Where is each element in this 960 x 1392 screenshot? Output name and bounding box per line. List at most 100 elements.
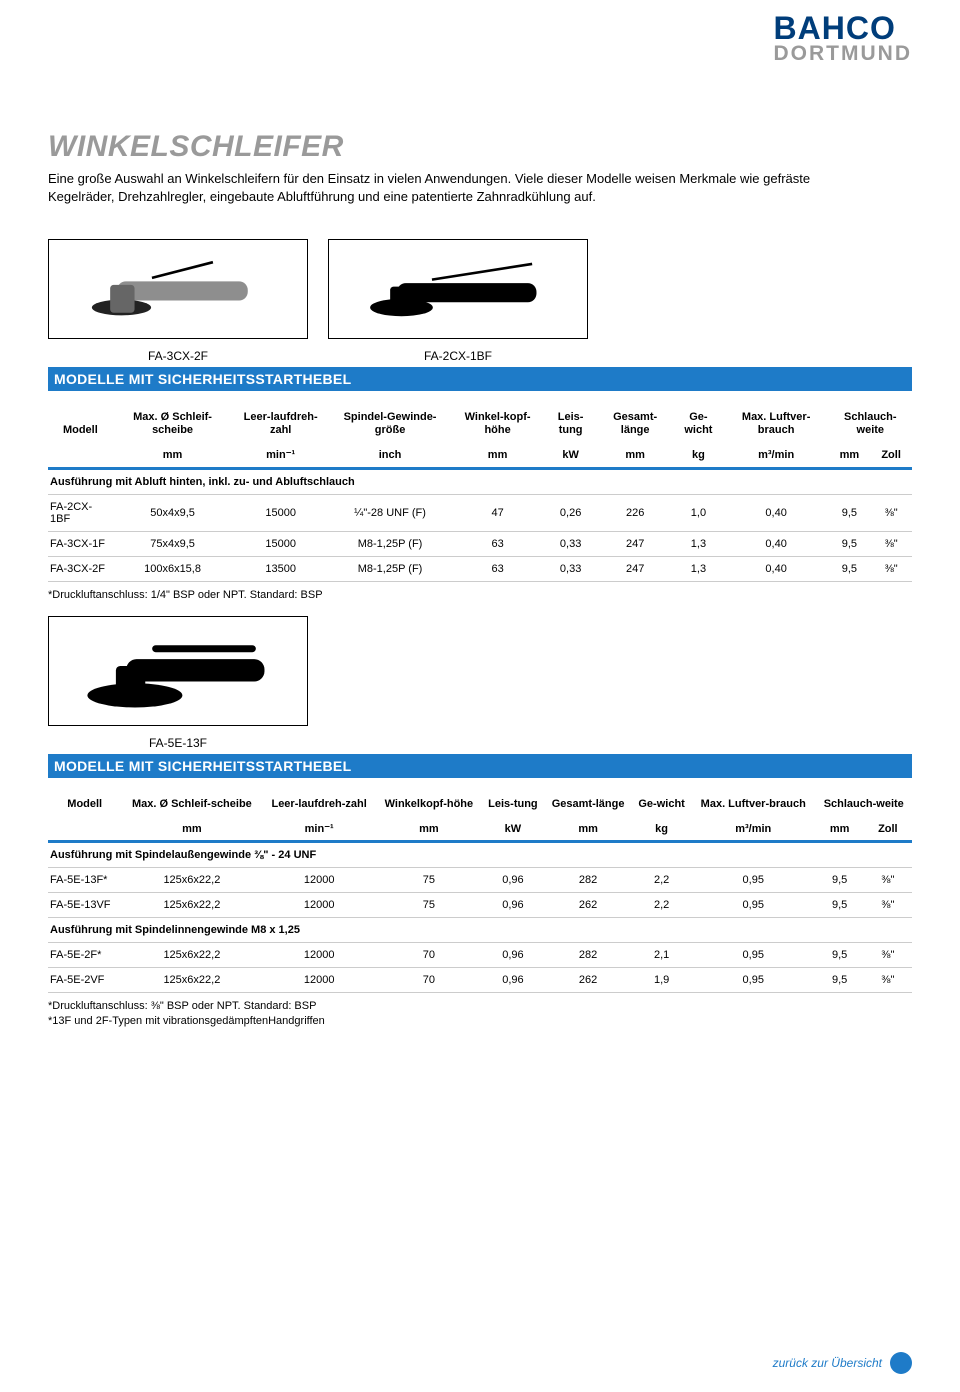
table-cell: 1,0: [673, 494, 724, 531]
table-cell: FA-2CX-1BF: [48, 494, 113, 531]
grinder-large-icon: [62, 628, 294, 714]
unit: m³/min: [691, 815, 816, 842]
table-cell: 75: [376, 868, 482, 893]
table-cell: 15000: [232, 494, 329, 531]
unit: m³/min: [724, 441, 829, 468]
table-cell: 9,5: [816, 943, 864, 968]
logo-top: BAHCO: [774, 14, 912, 43]
product-image-1: [48, 239, 308, 339]
table-cell: 12000: [262, 943, 376, 968]
table-cell: ⅜": [864, 893, 912, 918]
logo-bottom: DORTMUND: [774, 43, 912, 64]
unit: min⁻¹: [262, 815, 376, 842]
table-cell: 0,33: [544, 531, 597, 556]
unit: Zoll: [870, 441, 912, 468]
circle-icon: [890, 1352, 912, 1374]
unit: inch: [329, 441, 451, 468]
table-cell: 50x4x9,5: [113, 494, 233, 531]
table-cell: 9,5: [816, 893, 864, 918]
product-image-3: [48, 616, 308, 726]
table-cell: 9,5: [816, 868, 864, 893]
th: Leer-laufdreh-zahl: [262, 794, 376, 815]
table-cell: ⅜": [870, 494, 912, 531]
table-cell: 0,33: [544, 556, 597, 581]
spec-table-2: Modell Max. Ø Schleif-scheibe Leer-laufd…: [48, 794, 912, 993]
th: Gesamt-länge: [544, 794, 632, 815]
spec-table-1: Modell Max. Ø Schleif-scheibe Leer-laufd…: [48, 407, 912, 582]
table-cell: 63: [451, 531, 544, 556]
th: Modell: [48, 794, 121, 815]
unit: kW: [482, 815, 544, 842]
th: Schlauch-weite: [829, 407, 912, 441]
th: Winkel-kopf-höhe: [451, 407, 544, 441]
table-cell: 0,96: [482, 868, 544, 893]
table-cell: 0,95: [691, 868, 816, 893]
table-cell: 262: [544, 968, 632, 993]
back-to-overview-link[interactable]: zurück zur Übersicht: [773, 1352, 912, 1374]
table-cell: 0,96: [482, 968, 544, 993]
th: Leis-tung: [482, 794, 544, 815]
section-title-2: MODELLE MIT SICHERHEITSSTARTHEBEL: [48, 754, 912, 778]
footnote-2: *Druckluftanschluss: ⅜" BSP oder NPT. St…: [48, 999, 912, 1028]
table-cell: FA-5E-13F*: [48, 868, 121, 893]
table-subhead: Ausführung mit Abluft hinten, inkl. zu- …: [48, 468, 912, 494]
unit: mm: [829, 441, 871, 468]
table-row: FA-5E-2F*125x6x22,212000700,962822,10,95…: [48, 943, 912, 968]
table-cell: 1,3: [673, 556, 724, 581]
unit: min⁻¹: [232, 441, 329, 468]
product-images-row-2: [48, 616, 912, 726]
table-cell: 9,5: [829, 556, 871, 581]
table-cell: 125x6x22,2: [121, 943, 262, 968]
caption-2: FA-2CX-1BF: [328, 349, 588, 363]
table-cell: ¼"-28 UNF (F): [329, 494, 451, 531]
table-row: FA-3CX-2F100x6x15,813500M8-1,25P (F)630,…: [48, 556, 912, 581]
page-title: WINKELSCHLEIFER: [48, 130, 912, 164]
table-cell: ⅜": [864, 968, 912, 993]
unit: [48, 815, 121, 842]
table-cell: 70: [376, 943, 482, 968]
table-cell: 63: [451, 556, 544, 581]
th: Schlauch-weite: [816, 794, 913, 815]
table-cell: M8-1,25P (F): [329, 531, 451, 556]
table-cell: 0,96: [482, 893, 544, 918]
table-cell: 282: [544, 943, 632, 968]
brand-logo: BAHCO DORTMUND: [774, 14, 912, 64]
th: Ge-wicht: [632, 794, 691, 815]
table-cell: FA-5E-13VF: [48, 893, 121, 918]
table-cell: 262: [544, 893, 632, 918]
th: Modell: [48, 407, 113, 441]
th: Max. Luftver-brauch: [724, 407, 829, 441]
th: Ge-wicht: [673, 407, 724, 441]
table-row: FA-5E-2VF125x6x22,212000700,962621,90,95…: [48, 968, 912, 993]
table-cell: 0,96: [482, 943, 544, 968]
caption-1: FA-3CX-2F: [48, 349, 308, 363]
caption-3: FA-5E-13F: [48, 736, 308, 750]
unit: mm: [113, 441, 233, 468]
table-cell: 0,95: [691, 968, 816, 993]
table-cell: 13500: [232, 556, 329, 581]
table-cell: 47: [451, 494, 544, 531]
table-cell: 75: [376, 893, 482, 918]
table-cell: 12000: [262, 868, 376, 893]
table-cell: 226: [597, 494, 673, 531]
th: Max. Luftver-brauch: [691, 794, 816, 815]
table-subhead: Ausführung mit Spindelaußengewinde ⅜" - …: [48, 842, 912, 868]
table-cell: 15000: [232, 531, 329, 556]
product-images-row-1: [48, 239, 912, 339]
th: Winkelkopf-höhe: [376, 794, 482, 815]
grinder-icon: [62, 250, 294, 328]
unit: kg: [673, 441, 724, 468]
intro-text: Eine große Auswahl an Winkelschleifern f…: [48, 170, 868, 205]
table-cell: 247: [597, 556, 673, 581]
table-cell: 125x6x22,2: [121, 893, 262, 918]
table-cell: 12000: [262, 968, 376, 993]
unit: mm: [121, 815, 262, 842]
table-row: FA-3CX-1F75x4x9,515000M8-1,25P (F)630,33…: [48, 531, 912, 556]
table-cell: M8-1,25P (F): [329, 556, 451, 581]
table-cell: 0,40: [724, 531, 829, 556]
unit: kg: [632, 815, 691, 842]
table-cell: ⅜": [864, 868, 912, 893]
th: Max. Ø Schleif-scheibe: [121, 794, 262, 815]
table-cell: 75x4x9,5: [113, 531, 233, 556]
unit: [48, 441, 113, 468]
